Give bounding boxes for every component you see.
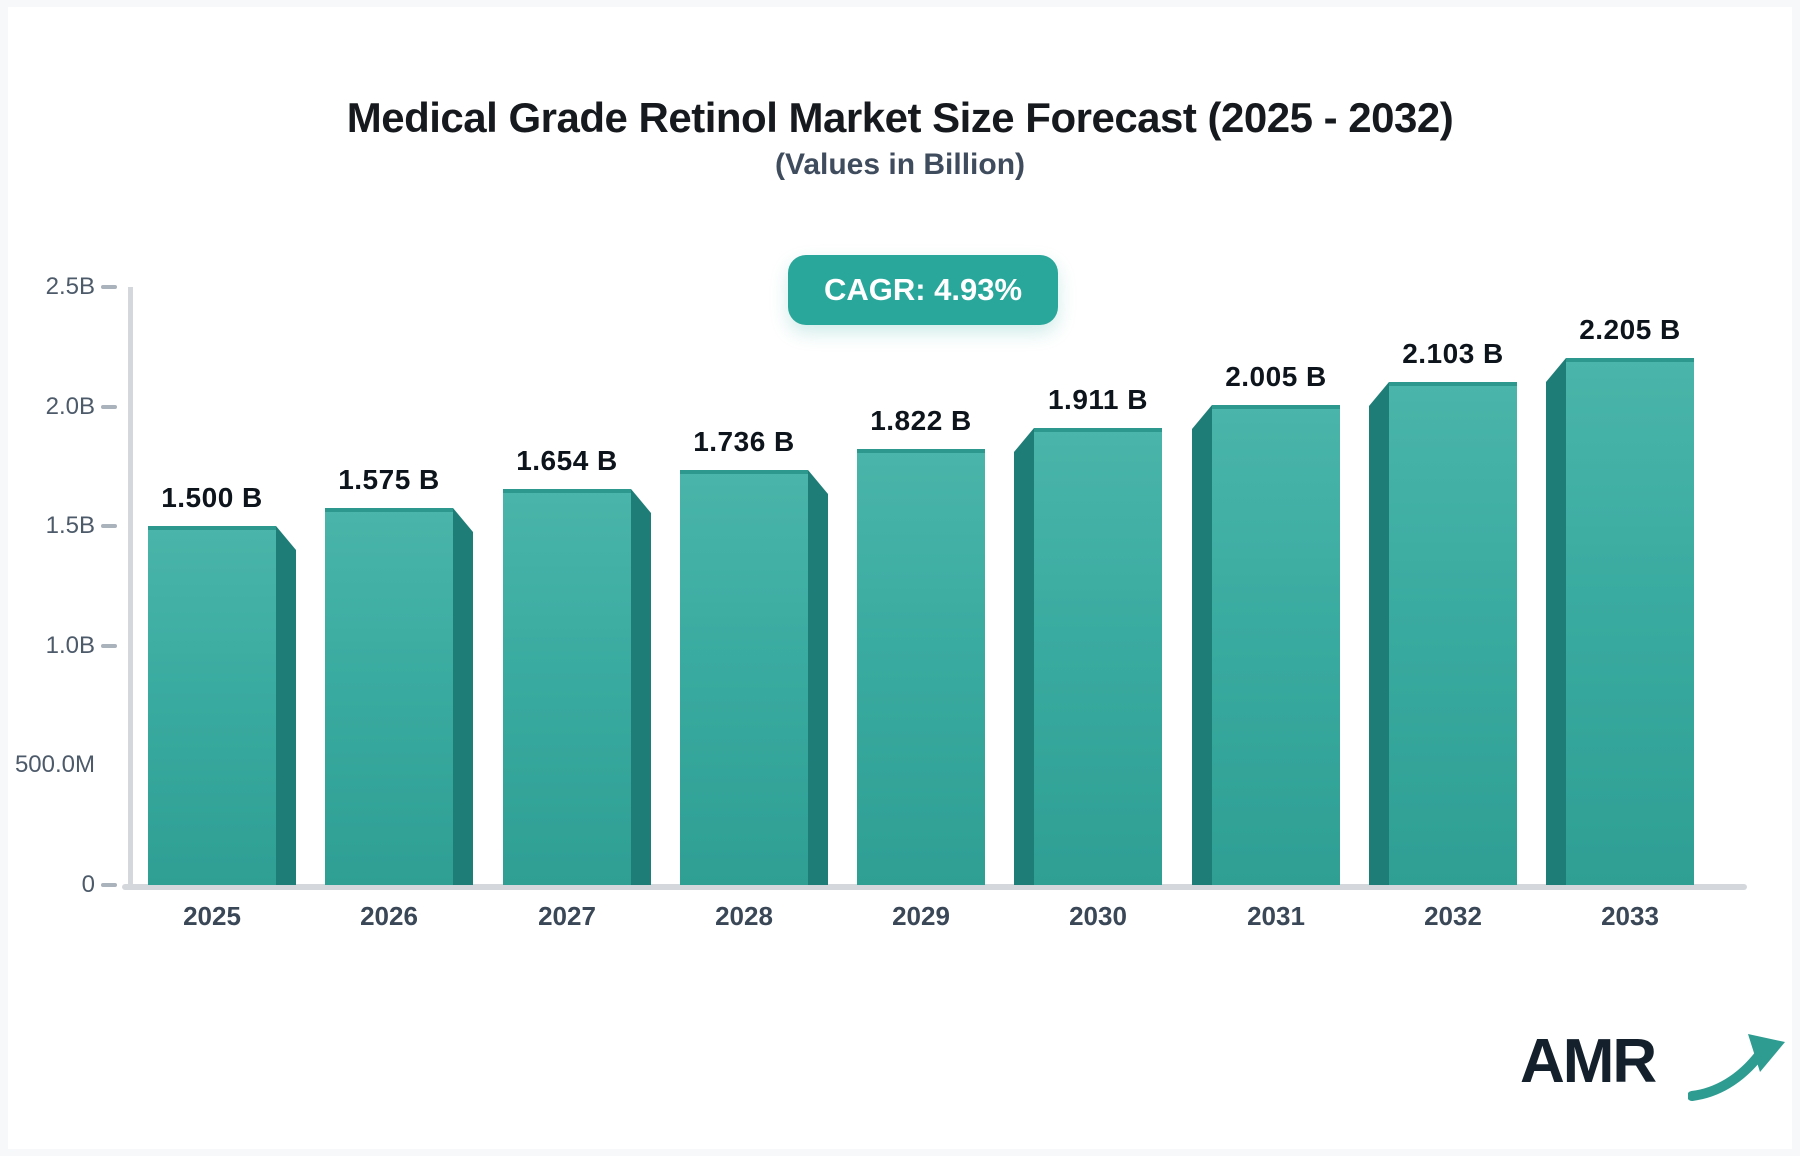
y-axis-label: 1.0B bbox=[45, 631, 95, 659]
bar-value-label: 1.911 B bbox=[1047, 384, 1149, 415]
growth-arrow-icon bbox=[1688, 1034, 1785, 1101]
bar-value-label: 1.575 B bbox=[338, 464, 440, 495]
bar-3d-side bbox=[631, 489, 651, 885]
y-axis-tick bbox=[101, 404, 117, 409]
bar-value-label: 2.005 B bbox=[1225, 361, 1327, 392]
bar-3d-side bbox=[453, 508, 473, 885]
x-axis-label: 2030 bbox=[1069, 901, 1127, 931]
bar-value-label: 1.500 B bbox=[161, 482, 263, 513]
x-axis-line bbox=[122, 884, 1747, 890]
bar bbox=[503, 489, 631, 885]
bar bbox=[680, 470, 808, 885]
amr-logo-text: AMR bbox=[1520, 1027, 1657, 1096]
bar-3d-side bbox=[1014, 428, 1034, 885]
y-axis-tick bbox=[101, 524, 117, 529]
x-axis-label: 2031 bbox=[1247, 901, 1305, 931]
y-axis-tick bbox=[101, 643, 117, 648]
x-axis-label: 2032 bbox=[1424, 901, 1482, 931]
bar-value-label: 1.736 B bbox=[693, 426, 795, 457]
amr-logo: AMR bbox=[1520, 1026, 1785, 1106]
y-axis-tick bbox=[101, 883, 117, 887]
y-axis-label: 500.0M bbox=[14, 751, 95, 779]
x-axis-label: 2026 bbox=[360, 901, 418, 931]
y-axis-label: 1.5B bbox=[45, 512, 95, 540]
bar bbox=[148, 526, 276, 885]
bar bbox=[325, 508, 453, 885]
bar-value-label: 2.205 B bbox=[1579, 314, 1681, 345]
bar-3d-side bbox=[276, 526, 296, 885]
x-axis-label: 2033 bbox=[1601, 901, 1659, 931]
y-axis-line bbox=[128, 287, 133, 890]
bar bbox=[1389, 382, 1517, 885]
bar bbox=[1566, 358, 1694, 885]
bar bbox=[857, 449, 985, 885]
x-axis-label: 2027 bbox=[538, 901, 596, 931]
cagr-badge: CAGR: 4.93% bbox=[788, 255, 1058, 325]
y-axis-label: 2.5B bbox=[45, 273, 95, 300]
bar bbox=[1034, 428, 1162, 885]
bar-3d-side bbox=[1192, 405, 1212, 885]
bar-3d-side bbox=[1546, 358, 1566, 885]
y-axis-label: 2.0B bbox=[45, 392, 95, 420]
x-axis-label: 2029 bbox=[892, 901, 950, 931]
x-axis-label: 2028 bbox=[715, 901, 773, 931]
chart-title: Medical Grade Retinol Market Size Foreca… bbox=[346, 94, 1454, 141]
bar-3d-side bbox=[808, 470, 828, 885]
chart-subtitle: (Values in Billion) bbox=[774, 148, 1026, 181]
bar-value-label: 1.654 B bbox=[516, 445, 618, 476]
bar-value-label: 1.822 B bbox=[870, 405, 972, 436]
bar bbox=[1212, 405, 1340, 885]
bar-value-label: 2.103 B bbox=[1402, 338, 1504, 369]
y-axis-tick bbox=[101, 285, 117, 289]
x-axis-label: 2025 bbox=[183, 901, 241, 931]
bar-3d-side bbox=[1369, 382, 1389, 885]
y-axis-label: 0 bbox=[81, 871, 95, 898]
